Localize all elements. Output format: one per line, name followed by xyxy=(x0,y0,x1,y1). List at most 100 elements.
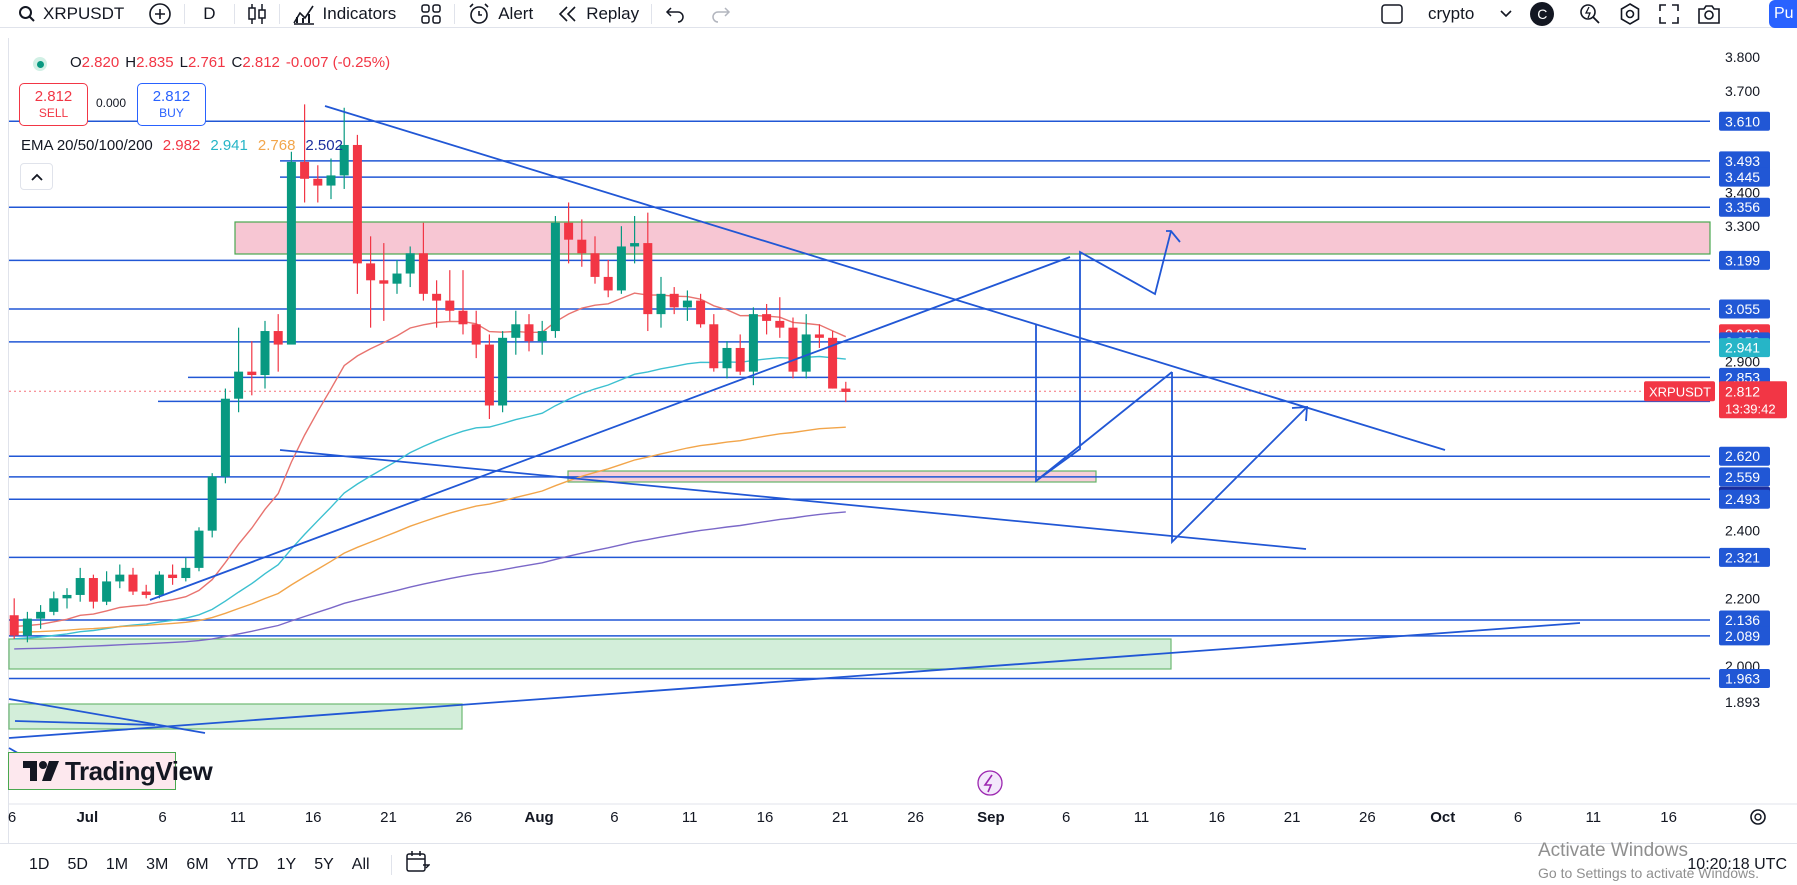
price-label-text: 2.559 xyxy=(1725,469,1760,485)
quick-search-button[interactable] xyxy=(1570,0,1610,28)
price-label-text: 3.493 xyxy=(1725,153,1760,169)
market-status-dot[interactable] xyxy=(33,57,47,71)
candle-body xyxy=(392,273,402,284)
symbol-tag: XRPUSDT xyxy=(1649,384,1711,399)
brand-name: TradingView xyxy=(65,755,213,786)
tradingview-logo[interactable]: TradingView xyxy=(8,752,213,790)
price-tick: 3.400 xyxy=(1725,184,1760,200)
time-tick: 6 xyxy=(158,809,166,826)
candle xyxy=(286,151,296,345)
watchlist-dropdown[interactable]: crypto xyxy=(1416,0,1524,28)
candle-body xyxy=(326,175,336,186)
indicators-button[interactable]: Indicators xyxy=(280,0,409,28)
date-range-buttons: 1D 5D 1M 3M 6M YTD 1Y 5Y All xyxy=(0,856,379,874)
candle xyxy=(75,567,85,602)
replay-button[interactable]: Replay xyxy=(545,0,651,28)
price-label: 2.321 xyxy=(1719,547,1770,567)
range-5y[interactable]: 5Y xyxy=(314,855,334,873)
candle xyxy=(313,165,323,203)
candle xyxy=(498,331,508,413)
toolbar-divider xyxy=(278,3,280,24)
lightning-icon xyxy=(983,774,993,793)
price-label-bg xyxy=(1719,167,1770,187)
price-label-bg xyxy=(1719,547,1770,567)
price-label: 3.199 xyxy=(1719,250,1770,270)
sell-label: SELL xyxy=(38,106,69,120)
range-all[interactable]: All xyxy=(351,855,370,873)
rewind-icon xyxy=(557,5,579,23)
zones-layer xyxy=(8,221,1711,730)
candle-body xyxy=(36,611,46,619)
candle xyxy=(814,324,824,348)
ema-title: EMA 20/50/100/200 xyxy=(21,137,153,154)
range-ytd[interactable]: YTD xyxy=(226,855,259,873)
alert-button[interactable]: Alert xyxy=(455,0,545,28)
candle xyxy=(432,280,442,328)
candle-body xyxy=(564,222,574,240)
candle-body xyxy=(102,581,112,602)
chevron-down-icon xyxy=(1500,10,1512,18)
price-label-text: 2.136 xyxy=(1725,612,1760,628)
interval-button[interactable]: D xyxy=(185,0,233,28)
ema-layer xyxy=(14,292,847,650)
candles-icon xyxy=(247,3,267,25)
sell-button[interactable]: 2.812 SELL xyxy=(19,83,88,126)
candle xyxy=(458,270,468,335)
undo-button[interactable] xyxy=(652,0,698,28)
price-label: 2.941 xyxy=(1719,338,1770,358)
collapse-legend-button[interactable] xyxy=(20,163,53,190)
buy-button[interactable]: 2.812 BUY xyxy=(137,83,206,126)
utc-clock[interactable]: 10:20:18 UTC xyxy=(1687,856,1787,873)
range-1y[interactable]: 1Y xyxy=(276,855,297,873)
price-tick: 1.893 xyxy=(1725,694,1760,710)
event-marker xyxy=(977,770,1003,796)
candle xyxy=(273,314,283,372)
fullscreen-button[interactable] xyxy=(1650,0,1688,28)
fullscreen-icon xyxy=(1658,3,1680,25)
candle-body xyxy=(630,243,640,247)
ema-legend[interactable]: EMA 20/50/100/200 2.982 2.941 2.768 2.50… xyxy=(21,137,343,154)
candle xyxy=(405,246,415,288)
price-chart[interactable]: 3.8003.7003.4003.3002.9002.4002.2002.000… xyxy=(0,0,1797,843)
price-label-bg xyxy=(1719,446,1770,466)
price-label: 2.620 xyxy=(1719,446,1770,466)
chart-pane[interactable] xyxy=(8,38,1797,843)
range-1m[interactable]: 1M xyxy=(105,855,129,873)
time-tick: 11 xyxy=(682,809,698,826)
candle-body xyxy=(300,161,310,179)
time-tick: 11 xyxy=(1586,809,1602,826)
goto-date-button[interactable] xyxy=(404,850,431,879)
current-price-bg xyxy=(1719,381,1787,419)
range-6m[interactable]: 6M xyxy=(186,855,209,873)
range-3m[interactable]: 3M xyxy=(146,855,169,873)
user-avatar[interactable]: C xyxy=(1524,0,1560,28)
candle-body xyxy=(234,371,244,399)
candle xyxy=(102,571,112,606)
candle xyxy=(550,216,560,338)
candle xyxy=(379,243,389,321)
layout-select-button[interactable] xyxy=(1368,0,1416,28)
price-label-bg xyxy=(1719,197,1770,217)
range-1d[interactable]: 1D xyxy=(29,855,50,873)
price-label: 3.445 xyxy=(1719,167,1770,187)
projection-arrow-up xyxy=(1035,230,1172,483)
publish-button[interactable]: Pu xyxy=(1769,0,1797,28)
templates-button[interactable] xyxy=(408,0,454,28)
range-5d[interactable]: 5D xyxy=(67,855,88,873)
candle xyxy=(656,276,666,328)
calendar-icon xyxy=(404,850,431,879)
add-circle-icon xyxy=(148,2,172,26)
snapshot-button[interactable] xyxy=(1688,0,1730,28)
candle-body xyxy=(154,574,164,595)
price-tick: 2.200 xyxy=(1725,590,1760,606)
candle xyxy=(352,134,362,294)
compare-symbol-button[interactable] xyxy=(136,0,184,28)
watchlist-label: crypto xyxy=(1428,4,1475,23)
chevron-up-icon xyxy=(30,168,43,186)
chart-type-button[interactable] xyxy=(235,0,279,28)
redo-button[interactable] xyxy=(698,0,744,28)
candle-body xyxy=(194,530,204,568)
settings-button[interactable] xyxy=(1610,0,1650,28)
candle-body xyxy=(590,253,600,277)
symbol-search[interactable]: XRPUSDT xyxy=(0,0,136,28)
